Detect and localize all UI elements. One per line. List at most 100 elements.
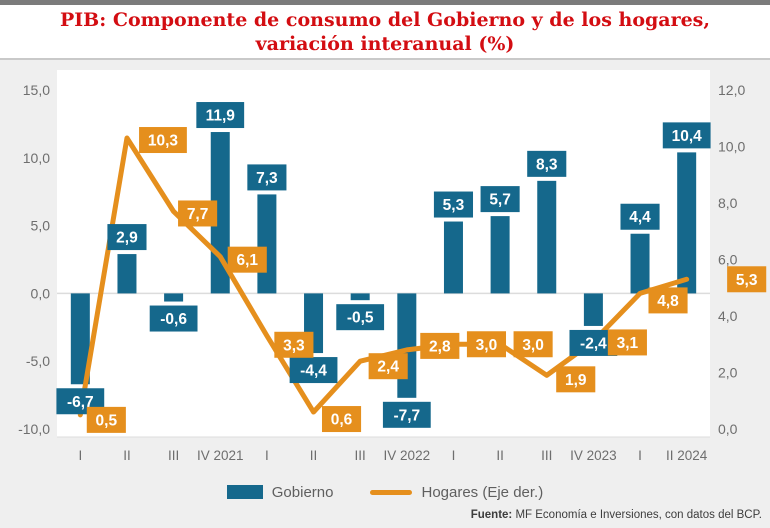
line-value-label: 7,7 [187,206,209,223]
bar-value-label: 5,7 [489,192,511,209]
right-axis-tick-label: 4,0 [718,308,738,324]
x-axis-label: I [78,448,82,463]
left-axis-tick-label: 0,0 [31,285,51,301]
line-value-label-box [420,332,460,359]
right-axis-tick-label: 12,0 [718,82,745,98]
line-value-label-box [648,287,688,314]
top-border-bar [0,0,770,5]
bar-gobierno [397,293,417,398]
line-value-label-box [321,406,362,433]
bar-value-label-box [382,401,431,428]
x-axis-label: I [638,448,642,463]
line-value-label-box [178,200,218,227]
bar-value-label: 8,3 [536,156,558,173]
bar-value-label-box [480,186,520,213]
x-axis-label: II [496,448,504,463]
gobierno-bar-swatch-icon [226,485,263,499]
line-value-label-box [139,127,187,154]
bar-gobierno [164,293,184,302]
line-value-label: 0,6 [331,412,353,429]
line-value-label: 2,4 [377,359,399,376]
line-value-label-box [227,246,267,273]
x-axis-label: IV 2023 [570,448,617,463]
bar-value-label-box [433,191,474,218]
x-axis-label: III [541,448,552,463]
x-axis-label: II 2024 [666,448,708,463]
left-axis-tick-label: -10,0 [18,421,50,437]
chart-title-line2: variación interanual (%) [255,32,515,55]
chart-title-line1: PIB: Componente de consumo del Gobierno … [59,8,710,31]
bar-value-label-box [527,150,567,177]
right-axis-tick-label: 0,0 [718,421,738,437]
bar-value-label: -4,4 [300,363,327,380]
hogares-line-swatch-icon [370,489,413,495]
plot-area [57,70,710,437]
line-value-label: 1,9 [565,372,587,389]
bar-value-label-box [336,304,385,331]
bar-value-label-box [289,357,338,384]
bar-gobierno [257,194,277,294]
chart-legend: Gobierno Hogares (Eje der.) [0,481,770,503]
left-axis-tick-label: -5,0 [26,353,50,369]
bar-gobierno [583,293,603,326]
bar-gobierno [443,221,463,294]
line-value-label-box [556,366,596,393]
line-value-label: 10,3 [148,133,179,150]
bar-gobierno [117,254,137,294]
line-value-label-box [368,353,408,380]
line-value-label: 3,0 [476,337,498,354]
bar-value-label: 5,3 [443,197,465,214]
right-axis-tick-label: 10,0 [718,139,745,155]
bar-gobierno [490,216,510,294]
x-axis-label: I [452,448,456,463]
left-axis-tick-label: 10,0 [23,150,50,166]
line-value-label-box [466,331,507,358]
bar-value-label-box [149,305,198,332]
source-note-text: MF Economía e Inversiones, con datos del… [512,509,762,521]
bar-gobierno [350,293,370,301]
line-value-label: 4,8 [657,293,679,310]
line-value-label: 3,3 [283,337,305,354]
legend-label-gobierno: Gobierno [271,483,334,501]
x-axis-label: III [355,448,366,463]
line-value-label: 6,1 [236,252,258,269]
bar-value-label-box [662,122,711,149]
legend-label-hogares: Hogares (Eje der.) [421,483,544,501]
bar-value-label: 10,4 [672,128,703,145]
bar-gobierno [630,233,650,294]
line-value-label-box [274,331,314,358]
line-value-label-box [513,331,553,358]
right-axis-tick-label: 6,0 [718,252,738,268]
source-note: Fuente: MF Economía e Inversiones, con d… [471,509,762,525]
line-value-label: 3,1 [617,335,639,352]
line-value-label: 3,0 [522,337,544,354]
x-axis-label: II [123,448,131,463]
bar-value-label: -0,5 [347,310,374,327]
bar-value-label: -7,7 [393,407,420,424]
bar-value-label-box [620,203,660,230]
x-axis-label: III [168,448,179,463]
bar-value-label: 2,9 [116,230,138,247]
bar-gobierno [677,152,697,294]
bar-value-label: 11,9 [206,108,236,125]
source-note-label: Fuente: [470,509,513,521]
line-value-label: 2,8 [429,338,451,355]
bar-gobierno [537,180,557,294]
bar-value-label: -0,6 [160,311,187,328]
combo-chart-plot: 15,0 10,0 5,0 0,0 -5,0 -10,0 12,0 10,0 8,0 6,0 4,0… [18,70,767,463]
x-axis-label: II [310,448,318,463]
line-value-label-box [86,406,126,433]
bar-value-label: 4,4 [629,209,651,226]
line-value-label: 5,3 [736,272,758,289]
bar-value-label-box [107,224,147,251]
left-axis-tick-label: 5,0 [31,218,51,234]
left-axis-tick-label: 15,0 [23,82,50,98]
bar-gobierno [70,293,90,385]
chart-title: PIB: Componente de consumo del Gobierno … [0,5,770,60]
right-axis-tick-label: 8,0 [718,195,738,211]
line-value-label-box [607,329,647,356]
bar-value-label-box [247,164,287,191]
x-axis-label: IV 2021 [197,448,244,463]
line-value-label-box [727,266,767,293]
x-axis-label: IV 2022 [384,448,431,463]
